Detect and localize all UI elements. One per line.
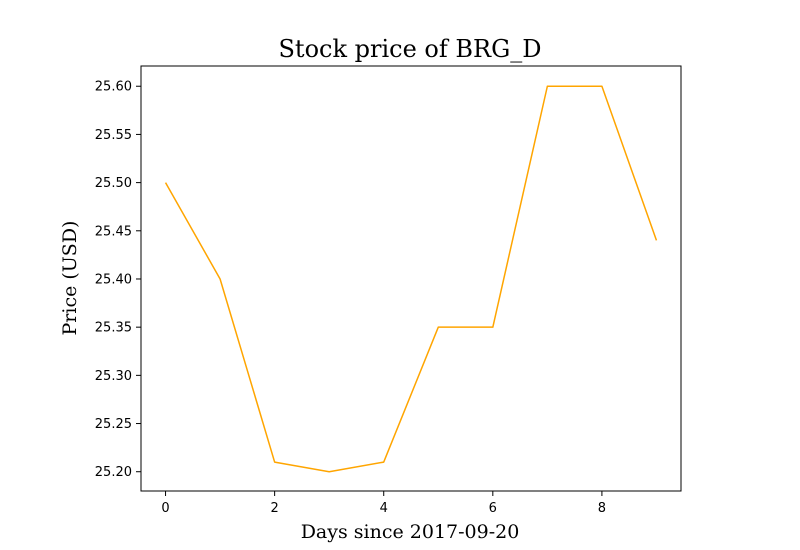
y-tick-label: 25.20 [95, 465, 132, 480]
series-group [164, 85, 658, 473]
y-axis-ticks: 25.20 25.25 25.30 25.35 25.40 25.45 25.50 25.55… [95, 80, 141, 480]
y-tick-label: 25.60 [95, 80, 132, 95]
x-tick-label: 8 [598, 501, 606, 516]
x-tick-label: 6 [489, 501, 497, 516]
x-tick-label: 4 [380, 501, 388, 516]
y-tick-label: 25.50 [95, 176, 132, 191]
x-axis-ticks: 0 2 4 6 8 [161, 491, 606, 516]
y-tick-label: 25.25 [95, 417, 132, 432]
plot-area: 0 2 4 6 8 25.20 25.25 25.30 25.35 25.40 25.45 25.5… [95, 65, 682, 516]
y-tick-label: 25.40 [95, 272, 132, 287]
x-tick-label: 2 [270, 501, 278, 516]
x-tick-label: 0 [161, 501, 169, 516]
y-tick-label: 25.45 [95, 224, 132, 239]
y-tick-label: 25.35 [95, 321, 132, 336]
y-tick-label: 25.30 [95, 369, 132, 384]
y-axis-label: Price (USD) [59, 221, 81, 336]
y-tick-label: 25.55 [95, 128, 132, 143]
plot-frame [140, 65, 682, 492]
series-line [164, 85, 658, 473]
chart-title: Stock price of BRG_D [278, 35, 541, 63]
x-axis-label: Days since 2017-09-20 [301, 521, 520, 543]
